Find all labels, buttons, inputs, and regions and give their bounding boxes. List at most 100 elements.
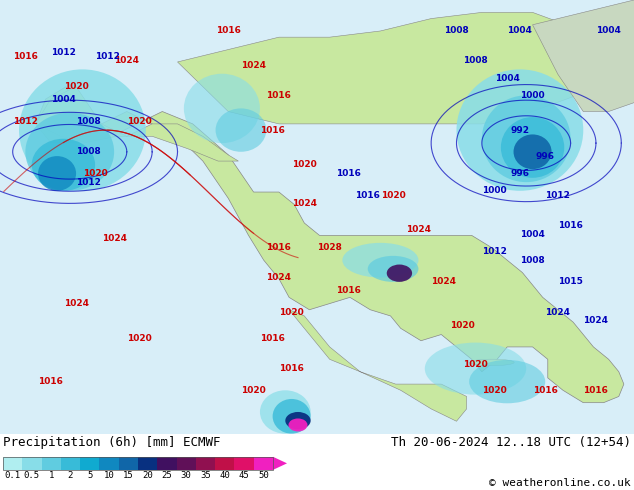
Text: 15: 15 <box>123 471 134 480</box>
Ellipse shape <box>285 412 311 429</box>
Text: 1016: 1016 <box>260 125 285 135</box>
Text: 0.1: 0.1 <box>4 471 21 480</box>
Text: 1016: 1016 <box>38 377 63 386</box>
Text: 1024: 1024 <box>63 299 89 308</box>
Ellipse shape <box>25 113 114 191</box>
Text: 30: 30 <box>181 471 191 480</box>
Text: 1024: 1024 <box>583 317 609 325</box>
Text: 1024: 1024 <box>114 56 139 65</box>
Text: 1020: 1020 <box>82 169 108 178</box>
Text: 1012: 1012 <box>13 117 38 126</box>
Text: 1020: 1020 <box>127 334 152 343</box>
Ellipse shape <box>32 139 95 191</box>
Text: 1008: 1008 <box>520 256 545 265</box>
Polygon shape <box>289 310 467 421</box>
Bar <box>22 457 42 470</box>
Text: 1012: 1012 <box>76 178 101 187</box>
Text: 1020: 1020 <box>241 386 266 395</box>
Text: 1012: 1012 <box>51 48 76 56</box>
Text: 996: 996 <box>510 169 529 178</box>
Text: 1004: 1004 <box>495 74 520 82</box>
Text: 20: 20 <box>142 471 153 480</box>
Text: 1024: 1024 <box>406 225 431 234</box>
Text: 1012: 1012 <box>482 247 507 256</box>
Text: 1012: 1012 <box>545 191 571 199</box>
Bar <box>138 457 157 470</box>
Bar <box>42 457 61 470</box>
Text: 45: 45 <box>238 471 249 480</box>
Text: 1004: 1004 <box>520 230 545 239</box>
Text: 35: 35 <box>200 471 211 480</box>
Ellipse shape <box>216 108 266 152</box>
Text: 1024: 1024 <box>101 234 127 243</box>
Polygon shape <box>36 87 238 161</box>
Text: 1000: 1000 <box>521 91 545 100</box>
Text: Th 20-06-2024 12..18 UTC (12+54): Th 20-06-2024 12..18 UTC (12+54) <box>391 436 631 449</box>
Text: 1020: 1020 <box>292 160 317 169</box>
Text: 1008: 1008 <box>444 26 469 35</box>
Text: 1020: 1020 <box>279 308 304 317</box>
Ellipse shape <box>184 74 260 143</box>
Text: 992: 992 <box>510 125 529 135</box>
Text: 1020: 1020 <box>380 191 406 199</box>
Ellipse shape <box>387 265 412 282</box>
Polygon shape <box>533 0 634 112</box>
Text: 40: 40 <box>219 471 230 480</box>
Text: 1016: 1016 <box>260 334 285 343</box>
Text: 1012: 1012 <box>95 52 120 61</box>
Text: 1008: 1008 <box>76 117 101 126</box>
Text: 1: 1 <box>49 471 54 480</box>
Polygon shape <box>273 457 287 470</box>
Text: 1016: 1016 <box>279 364 304 373</box>
Bar <box>177 457 196 470</box>
Text: 1015: 1015 <box>558 277 583 286</box>
Text: 1008: 1008 <box>76 147 101 156</box>
Bar <box>235 457 254 470</box>
Text: 1024: 1024 <box>266 273 292 282</box>
Bar <box>119 457 138 470</box>
Text: 1016: 1016 <box>13 52 38 61</box>
Ellipse shape <box>425 343 526 394</box>
Ellipse shape <box>482 96 571 182</box>
Text: 1024: 1024 <box>292 199 317 208</box>
Polygon shape <box>36 87 624 403</box>
Text: 1000: 1000 <box>482 186 507 196</box>
Text: 1020: 1020 <box>463 360 488 369</box>
Text: 1024: 1024 <box>241 61 266 70</box>
Text: 1020: 1020 <box>450 321 476 330</box>
Ellipse shape <box>260 390 311 434</box>
Bar <box>100 457 119 470</box>
Text: 10: 10 <box>104 471 115 480</box>
Text: 2: 2 <box>68 471 73 480</box>
Bar <box>215 457 235 470</box>
Ellipse shape <box>456 70 583 191</box>
Polygon shape <box>178 12 609 124</box>
Bar <box>80 457 100 470</box>
Ellipse shape <box>273 399 311 434</box>
Text: 1028: 1028 <box>317 243 342 252</box>
Bar <box>3 457 273 470</box>
Text: 1004: 1004 <box>51 95 76 104</box>
Text: Precipitation (6h) [mm] ECMWF: Precipitation (6h) [mm] ECMWF <box>3 436 221 449</box>
Ellipse shape <box>514 134 552 169</box>
Ellipse shape <box>288 418 307 432</box>
Text: 996: 996 <box>536 151 555 161</box>
Text: 25: 25 <box>162 471 172 480</box>
Bar <box>254 457 273 470</box>
Text: 1016: 1016 <box>355 191 380 199</box>
Ellipse shape <box>19 70 146 191</box>
Ellipse shape <box>470 359 514 366</box>
Ellipse shape <box>469 360 545 403</box>
Text: 5: 5 <box>87 471 93 480</box>
Text: 1020: 1020 <box>482 386 507 395</box>
Text: 1024: 1024 <box>431 277 456 286</box>
Text: 1016: 1016 <box>266 91 292 100</box>
Text: 1016: 1016 <box>336 286 361 295</box>
Text: 1008: 1008 <box>463 56 488 65</box>
Text: 1004: 1004 <box>596 26 621 35</box>
Text: 1016: 1016 <box>558 221 583 230</box>
Text: 50: 50 <box>258 471 269 480</box>
Text: 1016: 1016 <box>266 243 292 252</box>
Text: 0.5: 0.5 <box>24 471 40 480</box>
Text: 1020: 1020 <box>127 117 152 126</box>
